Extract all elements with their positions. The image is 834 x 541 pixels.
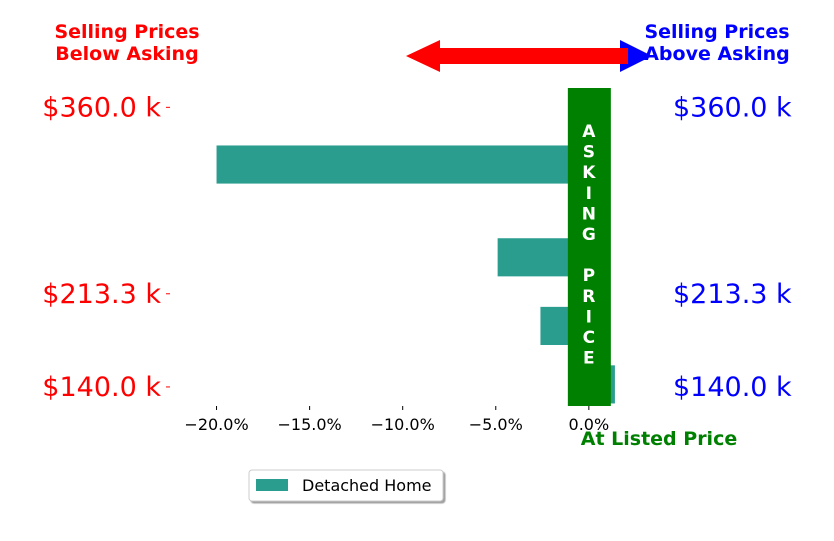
legend-swatch: [256, 479, 288, 491]
asking-price-letter-11: E: [583, 349, 595, 369]
asking-price-letter-10: C: [583, 328, 595, 348]
asking-price-letter-9: I: [586, 307, 592, 327]
asking-price-letter-1: S: [583, 143, 595, 163]
x-tick-label-4: 0.0%: [569, 415, 610, 434]
asking-price-letter-4: N: [582, 204, 596, 224]
asking-price-letter-5: G: [582, 225, 596, 245]
above-asking-title-line1: Selling Prices: [644, 21, 789, 43]
y-tick-label-left-0: $140.0 k: [42, 372, 161, 403]
asking-price-letter-3: I: [586, 184, 592, 204]
legend: Detached Home: [248, 469, 444, 502]
above-asking-title-line2: Above Asking: [644, 43, 790, 65]
red-arrow-left: [406, 40, 628, 72]
y-tick-label-right-2: $360.0 k: [673, 92, 792, 123]
below-asking-title-line2: Below Asking: [55, 43, 198, 65]
x-tick-label-0: −20.0%: [184, 415, 248, 434]
x-tick-label-2: −10.0%: [371, 415, 435, 434]
asking-price-letter-2: K: [582, 163, 596, 183]
at-listed-price-label: At Listed Price: [581, 428, 737, 450]
x-tick-label-1: −15.0%: [277, 415, 341, 434]
asking-price-letter-7: P: [583, 266, 595, 286]
asking-price-letter-8: R: [582, 287, 595, 307]
y-tick-label-right-0: $140.0 k: [673, 372, 792, 403]
y-tick-label-left-2: $360.0 k: [42, 92, 161, 123]
x-tick-label-3: −5.0%: [469, 415, 523, 434]
y-tick-label-left-1: $213.3 k: [42, 279, 161, 310]
asking-price-letter-0: A: [582, 122, 596, 142]
y-tick-label-right-1: $213.3 k: [673, 279, 792, 310]
bar-0: [216, 145, 589, 184]
below-asking-title-line1: Selling Prices: [54, 21, 199, 43]
legend-label: Detached Home: [302, 476, 432, 495]
asking-price-bar: [567, 88, 611, 406]
